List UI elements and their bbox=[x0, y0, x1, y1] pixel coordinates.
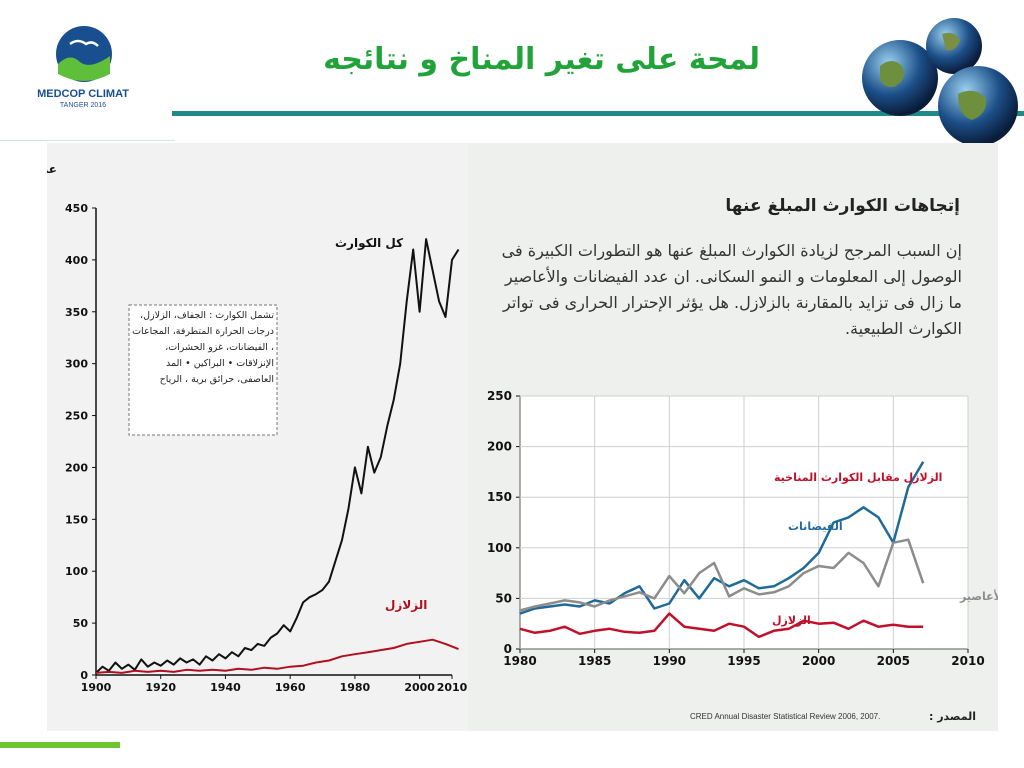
earthquakes-label: الزلازل bbox=[385, 598, 427, 612]
y-tick-label: 100 bbox=[487, 541, 512, 555]
y-tick-label: 100 bbox=[65, 565, 88, 578]
x-tick-label: 2010 bbox=[951, 654, 984, 668]
right-chart-title: الزلازل مقابل الكوارث المناخية bbox=[774, 471, 942, 484]
y-tick-label: 350 bbox=[65, 306, 88, 319]
left-chart-note-box bbox=[128, 304, 278, 436]
right-paragraph: إن السبب المرجح لزيادة الكوارث المبلغ عن… bbox=[501, 241, 962, 338]
x-tick-label: 1990 bbox=[653, 654, 686, 668]
y-tick-label: 400 bbox=[65, 254, 88, 267]
y-tick-label: 50 bbox=[495, 591, 512, 605]
storms-label: الأعاصير bbox=[959, 589, 998, 603]
source-label: المصدر : bbox=[928, 710, 976, 723]
x-tick-label: 1980 bbox=[503, 654, 536, 668]
x-tick-label: 1985 bbox=[578, 654, 611, 668]
right-chart: 0 50 100 150 200 250 1980 1985 1990 1995 2000 2005 2… bbox=[487, 389, 998, 668]
all-disasters-label: كل الكوارث bbox=[335, 236, 403, 251]
y-tick-label: 150 bbox=[487, 490, 512, 504]
series-line-2 bbox=[519, 612, 924, 639]
right-earthquakes-label: الزلازل bbox=[772, 614, 811, 627]
left-chart: عدد الكوارث فى العام 0 50 100 150 200 250 300 3… bbox=[47, 162, 468, 694]
y-tick-label: 200 bbox=[65, 461, 88, 474]
medcop-emblem-icon bbox=[56, 26, 112, 82]
x-tick-label: 1995 bbox=[727, 654, 760, 668]
left-chart-note: تشمل الكوارث : الجفاف، الزلازل، درجات ال… bbox=[132, 310, 274, 385]
y-tick-label: 450 bbox=[65, 202, 88, 215]
x-tick-label: 2010 bbox=[437, 681, 468, 694]
y-tick-label: 250 bbox=[487, 389, 512, 403]
left-chart-panel bbox=[47, 143, 468, 731]
y-tick-label: 0 bbox=[504, 642, 512, 656]
x-tick-label: 1980 bbox=[340, 681, 371, 694]
y-tick-label: 50 bbox=[73, 617, 89, 630]
logo-name: MEDCOP CLIMAT bbox=[37, 88, 129, 100]
y-tick-label: 300 bbox=[65, 358, 88, 371]
slide-title: لمحة على تغير المناخ و نتائجه bbox=[323, 42, 760, 77]
y-tick-label: 200 bbox=[487, 440, 512, 454]
left-divider bbox=[0, 140, 175, 141]
floods-label: الفيضانات bbox=[788, 520, 843, 533]
accent-bar bbox=[0, 742, 120, 748]
left-chart-ylabel: عدد الكوارث فى العام bbox=[47, 162, 57, 177]
series-line-0 bbox=[95, 238, 460, 674]
source-text: CRED Annual Disaster Statistical Review … bbox=[690, 712, 881, 721]
x-tick-label: 2000 bbox=[802, 654, 835, 668]
x-tick-label: 1940 bbox=[210, 681, 241, 694]
x-tick-label: 1900 bbox=[81, 681, 112, 694]
title-rule bbox=[172, 111, 1024, 116]
medcop-logo: MEDCOP CLIMAT TANGER 2016 bbox=[18, 22, 148, 118]
y-tick-label: 150 bbox=[65, 513, 88, 526]
logo-subtitle: TANGER 2016 bbox=[59, 102, 107, 109]
x-tick-label: 2000 bbox=[404, 681, 435, 694]
y-tick-label: 250 bbox=[65, 410, 88, 423]
right-heading: إتجاهات الكوارث المبلغ عنها bbox=[725, 196, 960, 216]
y-tick-label: 0 bbox=[80, 669, 88, 682]
x-tick-label: 1960 bbox=[275, 681, 306, 694]
x-tick-label: 1920 bbox=[145, 681, 176, 694]
series-line-1 bbox=[519, 538, 925, 612]
x-tick-label: 2005 bbox=[877, 654, 910, 668]
series-line-1 bbox=[95, 638, 459, 674]
globe-icon bbox=[862, 18, 1018, 144]
